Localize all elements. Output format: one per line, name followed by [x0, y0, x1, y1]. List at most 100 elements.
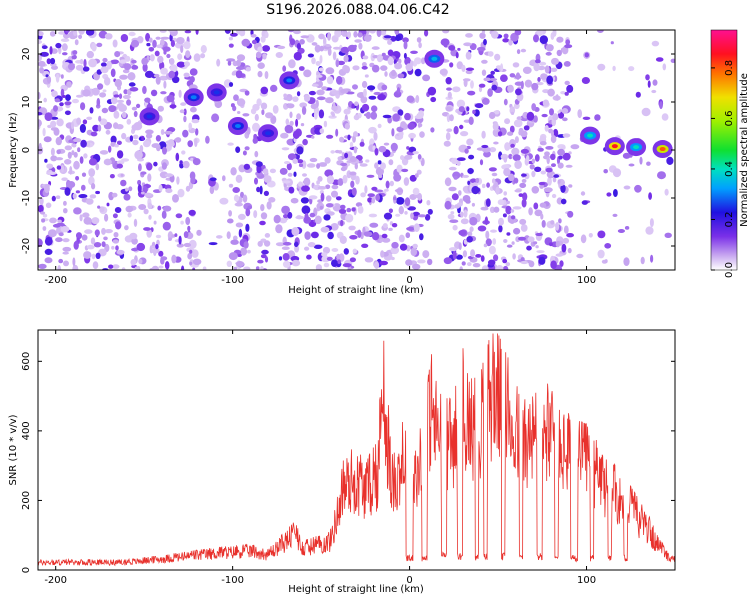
spectrogram-speckle-blob [373, 91, 382, 96]
spectrogram-speckle-blob [365, 111, 371, 119]
spectrogram-speckle-blob [560, 91, 566, 95]
spectrogram-speckle-blob [467, 262, 472, 267]
spectrogram-speckle-blob [488, 259, 496, 266]
spectrogram-speckle-blob [79, 123, 86, 133]
snr-xtick-label: 0 [406, 575, 412, 586]
spectrogram-speckle-blob [503, 239, 508, 243]
spectrogram-speckle-blob [61, 177, 68, 181]
spectrogram-speckle-blob [110, 97, 118, 105]
spectrogram-speckle-blob [324, 169, 334, 177]
spectrogram-speckle-blob [410, 50, 418, 54]
spectrogram-speckle-blob [337, 60, 346, 66]
spectrogram-speckle-blob [327, 231, 334, 240]
spectrogram-speckle-blob [380, 250, 385, 258]
spectrogram-speckle-blob [228, 183, 234, 188]
spectrogram-speckle-blob [553, 174, 560, 178]
spectrogram-speckle-blob [269, 168, 276, 174]
spectrogram-speckle-blob [521, 198, 527, 208]
spectrogram-speckle-blob [337, 178, 344, 186]
spectrogram-speckle-blob [334, 30, 342, 38]
spectrogram-speckle-blob [374, 189, 384, 193]
spectrogram-speckle-blob [347, 31, 351, 39]
spectrogram-speckle-blob [360, 192, 366, 198]
figure-title: S196.2026.088.04.06.C42 [266, 2, 449, 18]
spectrogram-speckle-blob [364, 74, 369, 78]
spectrogram-speckle-blob [183, 72, 190, 78]
spectrogram-speckle-blob [384, 188, 389, 192]
spectrogram-speckle-blob [230, 239, 239, 245]
spectrogram-speckle-blob [254, 150, 259, 158]
spectrogram-speckle-blob [520, 257, 525, 262]
spectrogram-speckle-blob [106, 202, 110, 207]
spectrogram-speckle-blob [466, 106, 470, 112]
spectrogram-speckle-blob [264, 256, 269, 263]
spectrogram-speckle-blob [38, 112, 43, 116]
spectrogram-speckle-blob [382, 114, 392, 119]
spectrogram-speckle-blob [503, 191, 508, 196]
spectrogram-speckle-blob [73, 138, 82, 143]
spectrogram-speckle-blob [379, 30, 387, 36]
spectrogram-speckle-blob [44, 257, 53, 264]
spectrogram-speckle-blob [311, 42, 318, 46]
spectrogram-speckle-blob [99, 206, 105, 213]
spectrogram-speckle-blob [455, 254, 463, 260]
spectrogram-speckle-blob [311, 57, 316, 65]
spectrogram-speckle-blob [250, 34, 257, 38]
spectrogram-speckle-blob [261, 109, 265, 116]
spectrogram-speckle-blob [340, 166, 347, 172]
spectrogram-speckle-blob [445, 106, 452, 112]
spectrogram-speckle-blob [659, 101, 663, 110]
spectrogram-speckle-blob [159, 171, 168, 179]
spectrogram-speckle-blob [417, 193, 423, 201]
spectrogram-speckle-blob [158, 184, 163, 192]
spectrogram-speckle-blob [289, 111, 293, 119]
spectrogram-speckle-blob [563, 61, 571, 67]
spectrogram-speckle-blob [60, 38, 70, 42]
spectrogram-speckle-blob [237, 111, 241, 114]
spectrogram-speckle-blob [539, 202, 547, 208]
spectrogram-speckle-blob [488, 245, 496, 255]
spectrogram-speckle-blob [540, 73, 548, 80]
spectrogram-speckle-blob [192, 267, 196, 270]
spectrogram-speckle-blob [317, 186, 327, 190]
spectrogram-speckle-blob [368, 126, 377, 134]
spectrogram-speckle-blob [62, 95, 66, 98]
spectrogram-speckle-blob [50, 155, 58, 162]
spectrogram-speckle-blob [412, 187, 420, 195]
spectrogram-speckle-blob [526, 155, 530, 162]
spectrogram-speckle-blob [374, 261, 380, 269]
spectrogram-speckle-blob [72, 98, 79, 104]
spectrogram-speckle-blob [72, 193, 77, 200]
spectrogram-speckle-blob [78, 34, 83, 39]
spectrogram-speckle-blob [187, 225, 191, 232]
spectrogram-speckle-blob [180, 220, 184, 225]
spectrogram-speckle-blob [353, 114, 360, 121]
spectrogram-speckle-blob [340, 219, 344, 227]
spectrogram-speckle-blob [174, 233, 178, 238]
spectrogram-speckle-blob [331, 112, 335, 117]
spectrogram-speckle-blob [254, 177, 258, 185]
spectrogram-speckle-blob [325, 67, 335, 75]
spectrogram-speckle-blob [193, 53, 201, 62]
spectrogram-speckle-blob [160, 129, 165, 135]
spectrogram-speckle-blob [138, 258, 143, 265]
spectrogram-speckle-blob [459, 266, 463, 270]
spectrogram-speckle-blob [308, 195, 318, 200]
spectrogram-speckle-blob [645, 74, 650, 81]
spectrogram-speckle-blob [63, 33, 70, 39]
spectrogram-speckle-blob [462, 78, 471, 82]
spectrogram-speckle-blob [282, 65, 287, 72]
spectrogram-speckle-blob [443, 257, 453, 265]
spectrogram-speckle-blob [522, 66, 532, 75]
spectrogram-speckle-blob [539, 61, 547, 66]
spectrogram-speckle-blob [481, 30, 486, 34]
spectrogram-speckle-blob [440, 38, 450, 46]
spectrogram-speckle-blob [651, 89, 657, 94]
spectrogram-speckle-blob [394, 62, 403, 70]
spectrogram-speckle-blob [408, 146, 417, 153]
spectrogram-speckle-blob [116, 163, 124, 169]
spectrogram-speckle-blob [113, 94, 120, 98]
spectrogram-speckle-blob [192, 158, 201, 166]
spectrogram-speckle-blob [458, 242, 462, 250]
spectrogram-speckle-blob [301, 106, 307, 115]
